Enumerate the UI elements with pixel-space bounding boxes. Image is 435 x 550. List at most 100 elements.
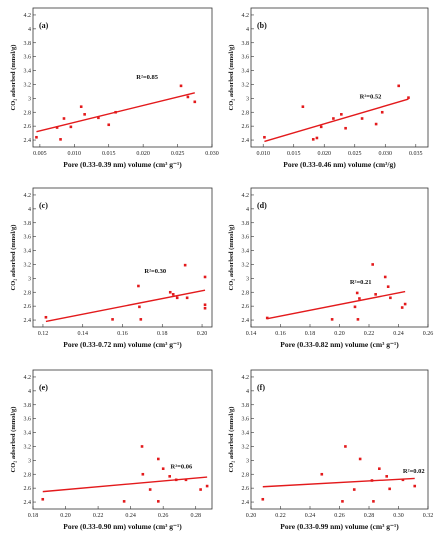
x-tick-label: 0.20 xyxy=(60,513,71,519)
plot-frame xyxy=(32,7,213,148)
x-tick-label: 0.14 xyxy=(77,331,88,337)
data-point xyxy=(114,110,117,114)
data-point xyxy=(371,263,374,266)
y-tick-label: 2.4 xyxy=(242,138,250,144)
y-tick-label: 4.2 xyxy=(24,193,32,199)
x-tick-label: 0.20 xyxy=(246,513,257,519)
x-tick-label: 0.18 xyxy=(157,331,168,337)
x-tick-label: 0.30 xyxy=(393,513,404,519)
data-point xyxy=(378,467,381,470)
x-tick-label: 0.20 xyxy=(334,331,345,337)
x-tick-label: 0.020 xyxy=(317,151,331,157)
y-tick-label: 3.6 xyxy=(242,417,250,423)
panel-label: (d) xyxy=(257,201,267,210)
data-point xyxy=(41,497,45,501)
data-point xyxy=(397,84,401,88)
data-point xyxy=(372,500,375,503)
y-tick-label: 3 xyxy=(246,458,249,464)
y-axis-label: CO₂ adsorbed (mmol/g) xyxy=(228,407,235,473)
data-point xyxy=(380,110,384,114)
y-tick-label: 3.8 xyxy=(24,403,32,409)
panel-e: 2.4 2.6 2.8 3 3.2 3.4 3.6 3.8 4 4.2 0.18 0.20 0.22 0.… xyxy=(10,369,213,531)
data-point xyxy=(370,479,374,482)
x-tick-label: 0.16 xyxy=(117,331,128,337)
y-tick-label: 3.4 xyxy=(242,249,250,255)
y-tick-label: 3.2 xyxy=(242,82,250,88)
data-point xyxy=(35,135,38,139)
y-axis-label: CO₂ adsorbed (mmol/g) xyxy=(10,407,17,473)
y-tick-label: 2.6 xyxy=(24,304,32,310)
x-tick-label: 0.20 xyxy=(197,331,208,337)
x-tick-label: 0.015 xyxy=(287,151,301,157)
data-point xyxy=(358,457,362,461)
x-tick-label: 0.020 xyxy=(136,151,150,157)
y-tick-label: 2.4 xyxy=(24,138,32,144)
data-point xyxy=(139,318,143,321)
y-tick-label: 4.2 xyxy=(24,13,32,19)
x-tick-label: 0.12 xyxy=(38,331,49,337)
x-tick-label: 0.22 xyxy=(364,331,375,337)
data-point xyxy=(403,302,407,306)
panel-label: (f) xyxy=(257,383,265,392)
x-tick-label: 0.015 xyxy=(102,151,116,157)
data-point xyxy=(157,500,160,503)
x-tick-label: 0.010 xyxy=(256,151,270,157)
y-tick-label: 2.4 xyxy=(24,318,32,324)
x-tick-label: 0.28 xyxy=(364,513,375,519)
x-tick-label: 0.030 xyxy=(205,151,219,157)
y-tick-label: 3.4 xyxy=(242,431,250,437)
data-point xyxy=(193,100,197,104)
y-tick-label: 3 xyxy=(28,458,31,464)
data-point xyxy=(352,488,356,491)
data-point xyxy=(69,125,73,129)
x-axis-label: Pore (0.33-0.82 nm) volume (cm³ g⁻¹) xyxy=(280,340,399,349)
y-tick-label: 2.8 xyxy=(24,472,32,478)
y-tick-label: 4.2 xyxy=(24,375,32,381)
data-point xyxy=(374,293,377,296)
y-tick-label: 3.8 xyxy=(24,221,32,227)
y-tick-label: 4 xyxy=(28,207,31,213)
y-tick-label: 4.2 xyxy=(242,193,250,199)
r-squared-label: R²=0.02 xyxy=(403,468,425,475)
data-point xyxy=(330,318,334,321)
data-point xyxy=(389,296,392,300)
data-point xyxy=(320,472,324,476)
data-point xyxy=(401,478,405,482)
data-point xyxy=(137,284,140,288)
data-point xyxy=(344,126,347,130)
y-tick-label: 3.8 xyxy=(242,221,250,227)
x-axis-label: Pore (0.33-0.90 nm) volume (cm³ g⁻¹) xyxy=(63,522,182,531)
r-squared-label: R²=0.21 xyxy=(350,279,372,286)
y-tick-label: 2.6 xyxy=(24,486,32,492)
y-tick-label: 2.4 xyxy=(24,500,32,506)
y-tick-label: 4 xyxy=(28,389,31,395)
x-axis-label: Pore (0.33-0.72 nm) volume (cm³ g⁻¹) xyxy=(63,340,182,349)
data-point xyxy=(332,117,335,120)
y-tick-label: 4 xyxy=(246,27,249,33)
x-tick-label: 0.005 xyxy=(33,151,47,157)
data-point xyxy=(203,275,207,279)
y-tick-label: 3.6 xyxy=(24,235,32,241)
y-axis-label: CO₂ adsorbed (mmol/g) xyxy=(10,225,17,291)
y-tick-label: 3.6 xyxy=(24,417,32,423)
data-point xyxy=(355,291,359,295)
data-point xyxy=(44,315,48,319)
data-point xyxy=(55,126,59,129)
x-tick-label: 0.030 xyxy=(379,151,393,157)
y-tick-label: 2.8 xyxy=(242,110,250,116)
data-point xyxy=(301,105,305,108)
y-tick-label: 3.8 xyxy=(24,41,32,47)
x-tick-label: 0.010 xyxy=(68,151,82,157)
data-point xyxy=(141,472,145,476)
y-tick-label: 4 xyxy=(246,207,249,213)
y-tick-label: 3.8 xyxy=(242,403,250,409)
data-point xyxy=(185,296,189,300)
y-tick-label: 3.2 xyxy=(24,82,32,88)
data-point xyxy=(79,105,83,108)
y-tick-label: 2.8 xyxy=(242,472,250,478)
y-tick-label: 3 xyxy=(246,96,249,102)
y-tick-label: 3.6 xyxy=(242,55,250,61)
x-tick-label: 0.14 xyxy=(246,331,257,337)
data-point xyxy=(261,497,265,501)
data-point xyxy=(171,293,175,296)
